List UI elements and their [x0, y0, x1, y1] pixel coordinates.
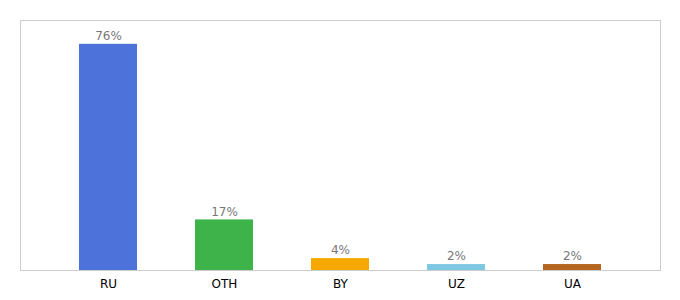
svg-text:OTH: OTH	[212, 277, 238, 291]
svg-text:76%: 76%	[95, 29, 122, 43]
svg-text:RU: RU	[100, 277, 117, 291]
svg-text:UZ: UZ	[448, 277, 465, 291]
svg-text:17%: 17%	[211, 205, 238, 219]
svg-text:UA: UA	[564, 277, 582, 291]
svg-text:BY: BY	[333, 277, 349, 291]
svg-text:2%: 2%	[447, 249, 466, 263]
svg-text:4%: 4%	[331, 243, 350, 257]
svg-text:2%: 2%	[563, 249, 582, 263]
